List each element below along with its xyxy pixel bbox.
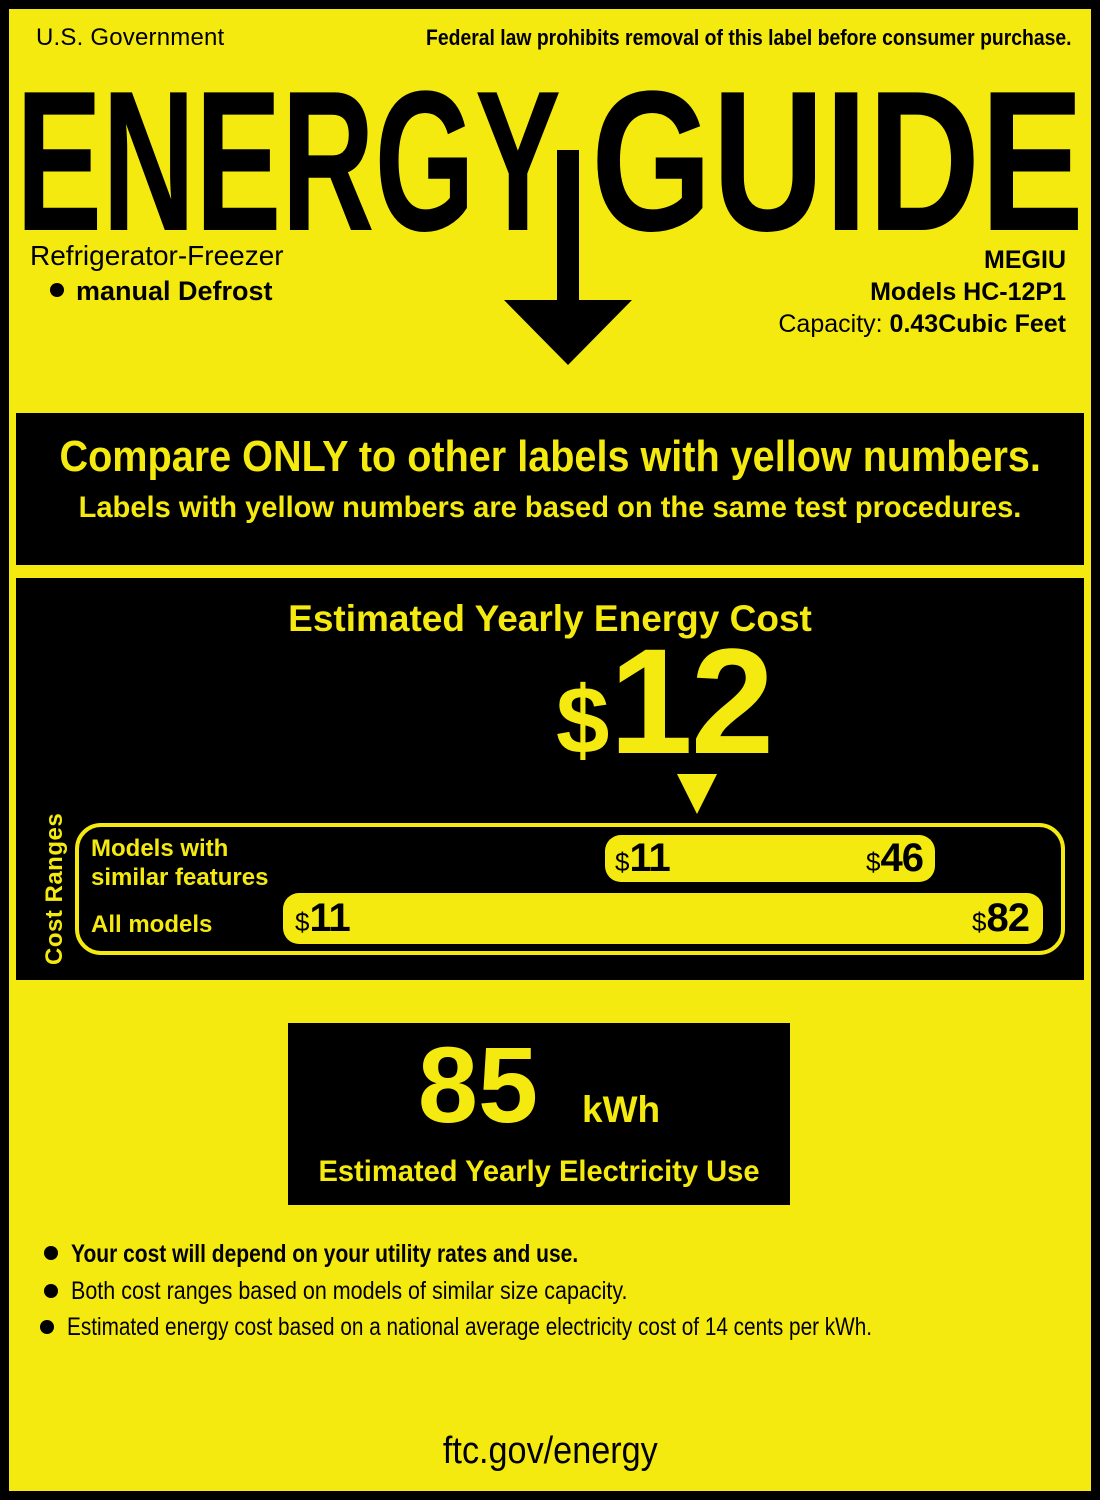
note-text: Your cost will depend on your utility ra… [71,1240,579,1268]
range-max-currency: $ [866,847,881,877]
bullet-icon [40,1320,54,1334]
range-min-value: 11 [629,836,670,880]
defrost-feature-label: manual Defrost [76,276,273,306]
note-cost-ranges: Both cost ranges based on models of simi… [44,1277,718,1306]
cost-ranges-panel: Models with similar features $11 $46 All… [75,823,1065,955]
range-max: $82 [972,896,1030,941]
kwh-value: 85 [417,1024,539,1145]
similar-models-label-line2: similar features [91,864,269,891]
electricity-use-box: 85 kWh Estimated Yearly Electricity Use [288,1023,790,1205]
range-min: $11 [615,836,671,881]
energy-cost-box: Estimated Yearly Energy Cost $12 Cost Ra… [16,578,1084,980]
electricity-use-caption: Estimated Yearly Electricity Use [318,1155,760,1188]
note-text: Estimated energy cost based on a nationa… [67,1313,873,1341]
note-national-average: Estimated energy cost based on a nationa… [40,1313,1037,1342]
federal-law-notice: Federal law prohibits removal of this la… [426,25,1072,50]
compare-banner: Compare ONLY to other labels with yellow… [16,413,1084,565]
model-number: Models HC-12P1 [870,278,1066,306]
bullet-icon [44,1246,58,1260]
defrost-feature: manual Defrost [50,276,273,307]
similar-models-range-bar: $11 $46 [605,835,935,882]
us-government-text: U.S. Government [36,24,225,51]
note-text: Both cost ranges based on models of simi… [71,1277,628,1305]
range-max: $46 [866,836,924,881]
note-utility-rates: Your cost will depend on your utility ra… [44,1240,675,1269]
compare-banner-headline: Compare ONLY to other labels with yellow… [59,432,1041,481]
range-min-currency: $ [615,847,630,877]
currency-symbol: $ [556,667,610,774]
brand-name: MEGIU [984,246,1066,274]
capacity-label: Capacity: [778,310,883,338]
bullet-icon [44,1284,58,1298]
bullet-icon [50,283,64,297]
compare-banner-subtext: Labels with yellow numbers are based on … [78,491,1022,525]
capacity-value: 0.43Cubic Feet [889,310,1066,338]
product-type: Refrigerator-Freezer [30,240,284,271]
all-models-label-line1: All models [91,911,213,938]
footer: ftc.gov/energy [0,1430,1100,1473]
range-min: $11 [295,896,351,941]
range-max-currency: $ [972,907,987,937]
range-max-value: 46 [880,836,924,880]
energy-cost-title: Estimated Yearly Energy Cost [288,598,812,639]
cost-pointer-icon [677,774,717,814]
kwh-unit: kWh [582,1089,661,1130]
range-min-currency: $ [295,907,310,937]
logo-word-guide: GUIDE [591,80,1084,273]
capacity-line: Capacity: 0.43Cubic Feet [778,308,1066,340]
cost-ranges-side-label: Cost Ranges [41,812,68,966]
energyguide-logo: ENERGY GUIDE [16,80,1084,365]
range-min-value: 11 [309,896,350,940]
all-models-range-bar: $11 $82 [283,893,1043,944]
ftc-url: ftc.gov/energy [442,1430,658,1472]
similar-models-label-line1: Models with [91,835,229,862]
down-arrow-icon [504,150,632,365]
similar-models-label: Models with similar features [91,834,268,892]
product-details: MEGIU Models HC-12P1 Capacity: 0.43Cubic… [778,244,1066,340]
cost-amount: 12 [609,617,774,785]
electricity-value-row: 85 kWh [288,1031,790,1139]
all-models-label: All models [91,910,212,939]
energy-cost-value: $12 [556,626,774,776]
range-max-value: 82 [986,896,1030,940]
logo-word-energy: ENERGY [16,80,561,273]
